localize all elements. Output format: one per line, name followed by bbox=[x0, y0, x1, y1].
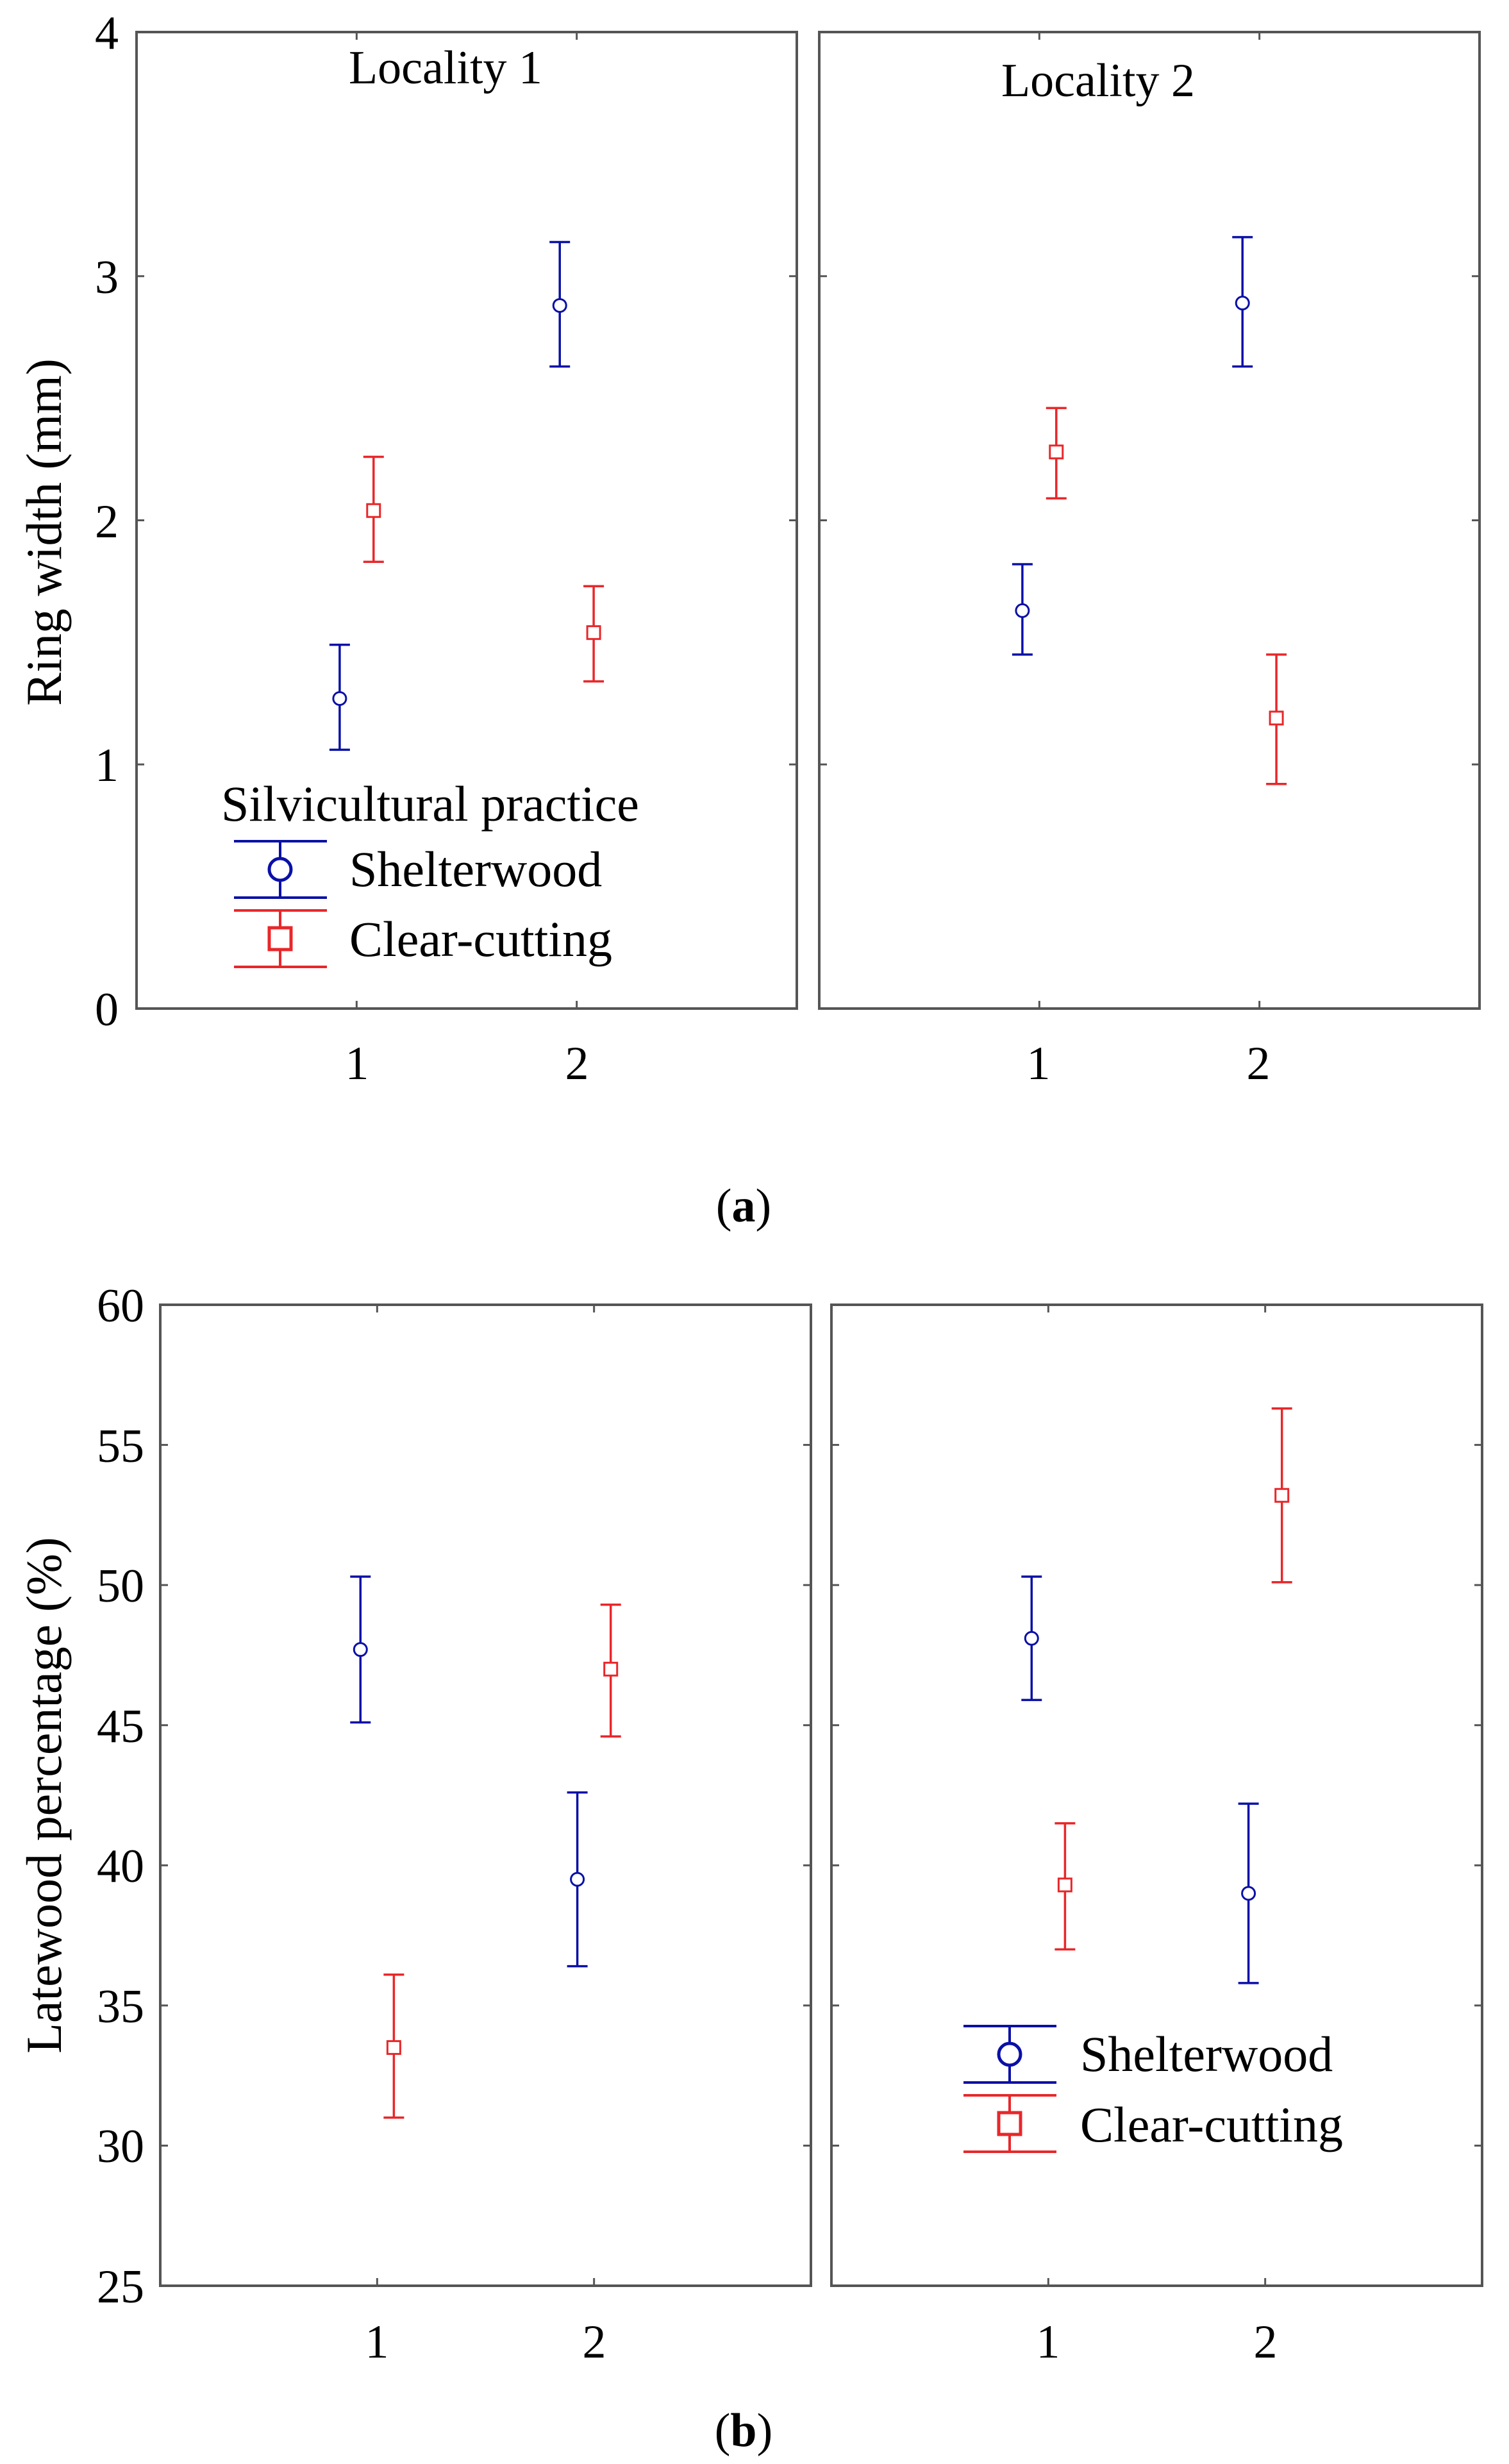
y-tick-label: 3 bbox=[95, 251, 119, 304]
legend-square-marker bbox=[997, 2111, 1022, 2136]
legend-label-shelterwood: Shelterwood bbox=[1080, 2026, 1333, 2082]
x-tick-label: 2 bbox=[1254, 2316, 1278, 2368]
data-point-clear-cutting bbox=[586, 625, 601, 641]
x-tick-label: 1 bbox=[1027, 1037, 1051, 1090]
caption-paren-open: ( bbox=[716, 1180, 732, 1232]
data-point-shelterwood bbox=[353, 1642, 368, 1657]
y-ticks-a1: 0 1 2 3 4 bbox=[95, 7, 119, 1036]
data-point-shelterwood bbox=[570, 1872, 585, 1887]
y-tick-label: 35 bbox=[97, 1981, 144, 2033]
x-tick-label: 2 bbox=[583, 2316, 606, 2368]
panel-a1: Locality 1 0 1 2 3 4 1 2 Silvicultural p… bbox=[95, 7, 798, 1090]
subfigure-caption-a: (a) bbox=[716, 1180, 771, 1232]
legend-entry-clear-cutting-b: Clear-cutting bbox=[963, 2094, 1343, 2153]
legend-entry-shelterwood-a: Shelterwood bbox=[234, 840, 602, 899]
data-point-clear-cutting bbox=[1057, 1877, 1072, 1893]
y-tick-label: 60 bbox=[97, 1280, 144, 1332]
plot-area-b1 bbox=[160, 1303, 811, 2287]
data-point-clear-cutting bbox=[603, 1661, 619, 1677]
subfigure-caption-b: (b) bbox=[715, 2404, 772, 2457]
legend-a: Silvicultural practice Shelterwood Clear… bbox=[221, 776, 639, 968]
legend-label-shelterwood: Shelterwood bbox=[349, 841, 602, 897]
caption-paren-close: ) bbox=[757, 2404, 773, 2457]
caption-letter: a bbox=[732, 1180, 756, 1232]
panel-b2: 1 2 Shelterwood Clear-cutting bbox=[830, 1303, 1483, 2368]
data-point-clear-cutting bbox=[1049, 444, 1064, 460]
y-axis-label-b: Latewood percentage (%) bbox=[16, 1537, 72, 2054]
legend-entry-clear-cutting-a: Clear-cutting bbox=[234, 909, 612, 968]
y-tick-label: 40 bbox=[97, 1840, 144, 1893]
y-tick-label: 45 bbox=[97, 1700, 144, 1753]
plot-area-b2 bbox=[831, 1303, 1482, 2287]
y-tick-label: 30 bbox=[97, 2120, 144, 2173]
x-tick-label: 1 bbox=[346, 1037, 369, 1090]
panel-frame-b2 bbox=[830, 1303, 1483, 2287]
data-point-shelterwood bbox=[332, 691, 347, 706]
data-point-shelterwood bbox=[1024, 1630, 1039, 1646]
legend-label-clear-cutting: Clear-cutting bbox=[1080, 2097, 1343, 2152]
x-tick-label: 2 bbox=[1247, 1037, 1271, 1090]
data-point-clear-cutting bbox=[1274, 1488, 1290, 1503]
subfigure-a: Ring width (mm) Locality 1 0 1 2 3 4 1 2… bbox=[16, 7, 1481, 1232]
legend-b: Shelterwood Clear-cutting bbox=[963, 2025, 1343, 2153]
data-point-shelterwood bbox=[1241, 1886, 1256, 1901]
y-tick-label: 4 bbox=[95, 7, 119, 60]
x-tick-label: 2 bbox=[565, 1037, 589, 1090]
x-tick-label: 1 bbox=[1037, 2316, 1060, 2368]
y-axis-label-a: Ring width (mm) bbox=[16, 358, 72, 706]
legend-square-marker bbox=[267, 926, 293, 951]
data-point-clear-cutting bbox=[366, 503, 381, 518]
x-tick-label: 1 bbox=[365, 2316, 389, 2368]
y-tick-label: 55 bbox=[97, 1420, 144, 1473]
data-point-shelterwood bbox=[1015, 603, 1030, 618]
y-tick-label: 0 bbox=[95, 984, 119, 1036]
caption-paren-open: ( bbox=[715, 2404, 731, 2457]
legend-circle-marker bbox=[267, 857, 293, 882]
data-point-shelterwood bbox=[552, 298, 567, 313]
panel-a2: Locality 2 1 2 bbox=[818, 31, 1481, 1090]
caption-paren-close: ) bbox=[756, 1180, 772, 1232]
panel-frame-a2 bbox=[818, 31, 1481, 1010]
plot-area-a1 bbox=[137, 31, 797, 1010]
legend-label-clear-cutting: Clear-cutting bbox=[349, 911, 612, 967]
legend-title-a: Silvicultural practice bbox=[221, 776, 639, 832]
y-tick-label: 50 bbox=[97, 1560, 144, 1613]
plot-area-a2 bbox=[819, 31, 1480, 1010]
subfigure-b: Latewood percentage (%) 25 30 35 40 45 5… bbox=[16, 1280, 1483, 2457]
y-tick-label: 1 bbox=[95, 739, 119, 792]
panel-b1: 25 30 35 40 45 50 55 60 1 2 bbox=[97, 1280, 812, 2368]
y-tick-label: 2 bbox=[95, 496, 119, 548]
panel-frame-b1 bbox=[159, 1303, 812, 2287]
data-point-shelterwood bbox=[1235, 296, 1250, 311]
panel-title-a2: Locality 2 bbox=[1001, 54, 1195, 107]
legend-circle-marker bbox=[997, 2041, 1022, 2067]
caption-letter: b bbox=[730, 2404, 756, 2457]
y-tick-label: 25 bbox=[97, 2261, 144, 2313]
data-point-clear-cutting bbox=[1269, 710, 1284, 726]
panel-title-a1: Locality 1 bbox=[349, 42, 542, 94]
data-point-clear-cutting bbox=[386, 2040, 401, 2055]
legend-entry-shelterwood-b: Shelterwood bbox=[963, 2025, 1333, 2084]
